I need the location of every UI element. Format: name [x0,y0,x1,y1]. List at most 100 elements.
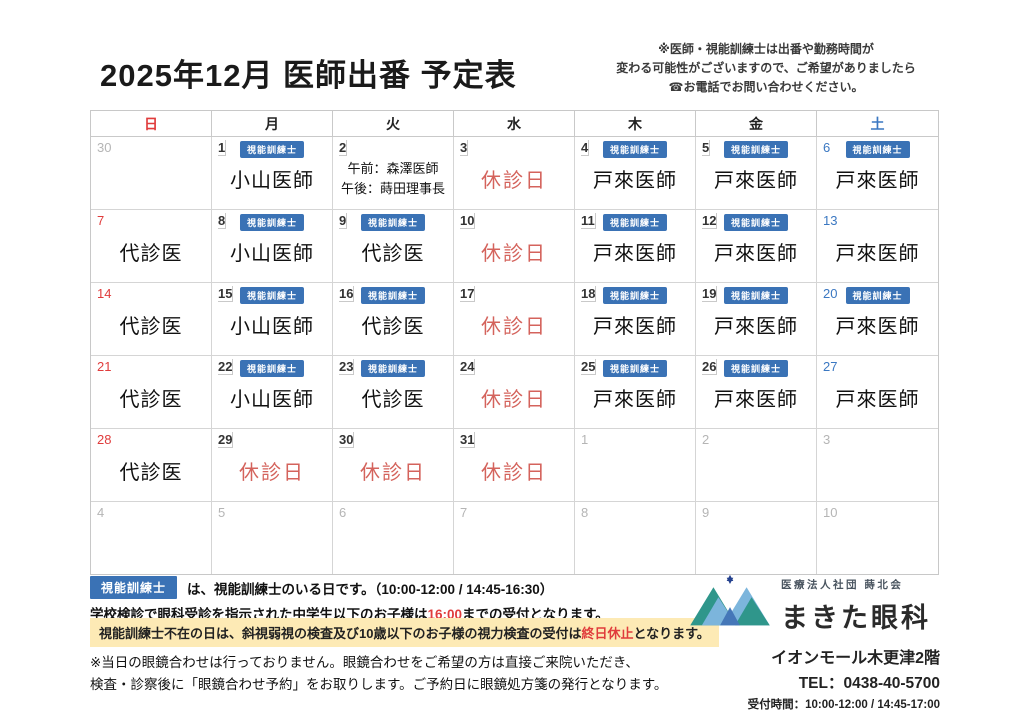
weekday-header: 土 [817,111,938,137]
header-note-line: ☎お電話でお問い合わせください。 [668,80,864,95]
day-number: 20 [823,286,838,301]
day-cell: 14 代診医 [91,283,212,356]
header-note-line: ※医師・視能訓練士は出番や勤務時間が [658,42,874,56]
closed-day-label: 休診日 [239,462,305,484]
clinic-names: 医療法人社団 蒔北会 まきた眼科 [781,574,931,635]
day-cell: 2 午前：森澤医師 午後：蒔田理事長 [333,137,454,210]
doctor-name: 戸來医師 [835,316,920,338]
absence-warning-pre: 視能訓練士不在の日は、斜視弱視の検査及び10歳以下のお子様の視力検査の受付は [99,626,582,641]
day-number: 8 [218,213,227,229]
day-cell: 13 戸來医師 [817,210,938,283]
day-number: 11 [581,213,596,229]
orthoptist-badge-legend: 視能訓練士 [90,576,178,599]
day-number: 14 [97,286,112,301]
day-cell: 22 視能訓練士 小山医師 [212,356,333,429]
day-number: 4 [581,140,590,156]
day-cell: 9 [696,502,817,574]
doctor-name: 戸來医師 [593,170,677,192]
day-number: 1 [218,140,227,156]
weekday-header: 水 [454,111,575,137]
day-number: 27 [823,359,838,374]
doctor-name: 小山医師 [230,389,314,411]
absence-warning-post: となります。 [633,626,710,641]
day-cell: 11 視能訓練士 戸來医師 [575,210,696,283]
clinic-name: まきた眼科 [781,603,931,633]
day-number: 23 [339,359,355,375]
day-number: 7 [97,213,105,228]
day-number: 19 [702,286,718,302]
clinic-org: 医療法人社団 蒔北会 [781,579,904,591]
day-cell: 4 視能訓練士戸來医師 [575,137,696,210]
doctor-name: 小山医師 [230,316,314,338]
day-cell: 5 視能訓練士 戸來医師 [696,137,817,210]
calendar: 日月火水木金土 30 1 視能訓練士 小山医師 2 午前：森澤医師 午後：蒔田理事長 3 休診日… [90,110,939,575]
closed-day-label: 休診日 [481,170,547,192]
day-number: 31 [460,432,476,448]
day-number: 8 [581,505,589,520]
orthoptist-badge: 視能訓練士 [239,360,305,377]
weekday-header: 火 [333,111,454,137]
mountain-logo-icon [690,574,770,626]
day-cell: 15 視能訓練士 小山医師 [212,283,333,356]
closed-day-label: 休診日 [481,462,547,484]
legend: 視能訓練士 は、視能訓練士のいる日です。（10:00-12:00 / 14:45… [90,576,609,623]
day-cell: 10 [817,502,938,574]
clinic-hours: 受付時間：10:00-12:00 / 14:45-17:00 [747,699,940,711]
doctor-name: 戸來医師 [714,243,798,265]
day-number: 2 [702,432,710,447]
doctor-name: 代診医 [119,243,183,265]
doctor-name: 戸來医師 [835,243,920,265]
doctor-name: 午前：森澤医師 午後：蒔田理事長 [333,159,453,198]
weekday-header: 日 [91,111,212,137]
orthoptist-badge: 視能訓練士 [602,360,668,377]
day-number: 9 [702,505,710,520]
day-cell: 16 視能訓練士 代診医 [333,283,454,356]
day-cell: 1 視能訓練士小山医師 [212,137,333,210]
calendar-grid: 30 1 視能訓練士 小山医師 2 午前：森澤医師 午後：蒔田理事長 3 休診日 4 視能訓練士 戸來… [91,137,938,574]
day-number: 2 [339,140,348,156]
day-number: 28 [97,432,112,447]
orthoptist-badge: 視能訓練士 [239,287,305,304]
day-cell: 29 休診日 [212,429,333,502]
day-number: 12 [702,213,718,229]
day-cell: 25 視能訓練士 戸來医師 [575,356,696,429]
day-cell: 7 代診医 [91,210,212,283]
day-number: 9 [339,213,348,229]
weekday-header: 木 [575,111,696,137]
clinic-address: イオンモール木更津2階 [771,650,940,667]
doctor-name: 代診医 [119,389,183,411]
day-number: 6 [823,140,831,155]
glasses-note: ※当日の眼鏡合わせは行っておりません。眼鏡合わせをご希望の方は直接ご来院いただき… [90,652,667,695]
day-number: 18 [581,286,597,302]
day-number: 5 [702,140,711,156]
weekday-header: 金 [696,111,817,137]
doctor-name: 代診医 [361,316,425,338]
doctor-name: 戸來医師 [593,243,677,265]
day-cell: 6 視能訓練士 戸來医師 [817,137,938,210]
day-number: 3 [823,432,831,447]
day-cell: 3 休診日 [454,137,575,210]
day-cell: 23 視能訓練士 代診医 [333,356,454,429]
doctor-name: 戸來医師 [593,316,677,338]
day-number: 10 [460,213,476,229]
doctor-name: 小山医師 [230,170,314,192]
orthoptist-badge: 視能訓練士 [239,141,305,158]
day-cell: 30 休診日 [333,429,454,502]
doctor-name: 代診医 [119,316,183,338]
day-number: 30 [97,140,112,155]
orthoptist-badge: 視能訓練士 [602,141,668,158]
day-number: 10 [823,505,838,520]
day-number: 3 [460,140,469,156]
header-note-line: 変わる可能性がございますので、ご希望がありましたら [616,61,916,76]
day-number: 25 [581,359,597,375]
day-number: 13 [823,213,838,228]
day-number: 21 [97,359,112,374]
doctor-name: 戸來医師 [714,389,798,411]
day-cell: 4 [91,502,212,574]
day-cell: 7 [454,502,575,574]
day-cell: 9 視能訓練士 代診医 [333,210,454,283]
weekday-header: 月 [212,111,333,137]
day-cell: 8 [575,502,696,574]
day-number: 7 [460,505,468,520]
closed-day-label: 休診日 [481,243,547,265]
